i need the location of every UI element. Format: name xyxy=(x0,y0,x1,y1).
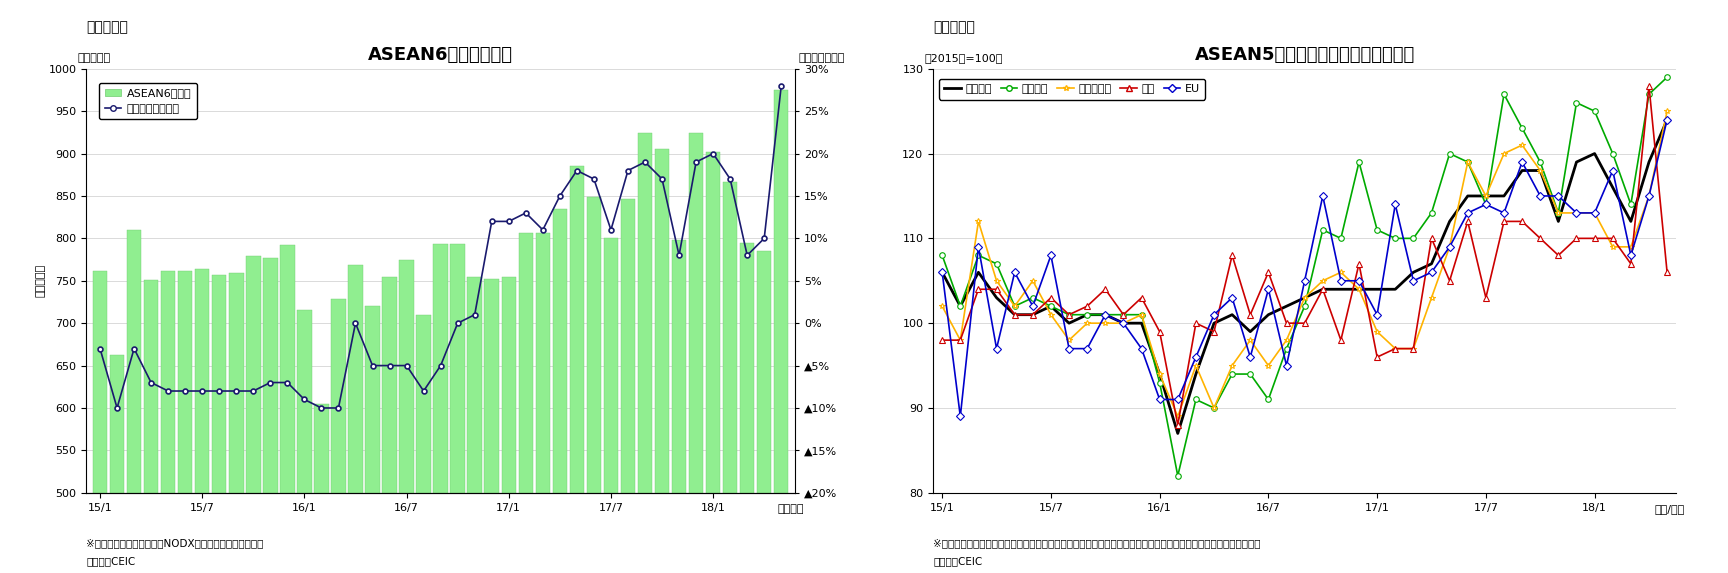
Bar xyxy=(603,238,619,573)
Bar xyxy=(774,90,788,573)
Text: （資料）CEIC: （資料）CEIC xyxy=(933,556,983,566)
Title: ASEAN5ヵ国　仕向け地別の輸出動向: ASEAN5ヵ国 仕向け地別の輸出動向 xyxy=(1194,46,1415,64)
Bar xyxy=(451,244,465,573)
Bar xyxy=(536,233,550,573)
Text: （年月）: （年月） xyxy=(778,504,804,514)
Bar xyxy=(416,315,430,573)
Bar xyxy=(349,265,363,573)
Bar xyxy=(178,270,192,573)
Bar xyxy=(263,258,278,573)
Bar xyxy=(297,309,311,573)
Text: （前年同月比）: （前年同月比） xyxy=(798,53,845,63)
Bar xyxy=(93,270,107,573)
Bar xyxy=(230,273,244,573)
Bar xyxy=(553,209,567,573)
Bar xyxy=(707,152,721,573)
Bar xyxy=(143,280,159,573)
Bar xyxy=(757,251,771,573)
Bar xyxy=(655,150,669,573)
Text: （資料）CEIC: （資料）CEIC xyxy=(86,556,137,566)
Bar xyxy=(245,256,261,573)
Bar xyxy=(570,166,584,573)
Bar xyxy=(126,230,142,573)
Bar xyxy=(365,306,380,573)
Bar xyxy=(518,233,532,573)
Text: （億ドル）: （億ドル） xyxy=(78,53,111,63)
Y-axis label: （億ドル）: （億ドル） xyxy=(36,264,47,297)
Bar xyxy=(740,242,755,573)
Bar xyxy=(161,270,175,573)
Text: （図表１）: （図表１） xyxy=(86,21,128,34)
Text: （年/月）: （年/月） xyxy=(1654,504,1685,514)
Bar xyxy=(722,182,738,573)
Bar xyxy=(672,240,686,573)
Bar xyxy=(332,299,346,573)
Bar xyxy=(399,260,413,573)
Bar xyxy=(484,279,499,573)
Bar xyxy=(213,275,226,573)
Bar xyxy=(195,269,209,573)
Text: （2015年=100）: （2015年=100） xyxy=(924,53,1002,63)
Bar xyxy=(689,133,703,573)
Bar xyxy=(588,197,601,573)
Text: ※タイ、マレーシア、シンガポール（地場輸出）、インドネシア（非石油ガス輸出）、フィリピンの輸出より算出。: ※タイ、マレーシア、シンガポール（地場輸出）、インドネシア（非石油ガス輸出）、フ… xyxy=(933,539,1261,548)
Text: （図表２）: （図表２） xyxy=(933,21,975,34)
Title: ASEAN6カ国の輸出額: ASEAN6カ国の輸出額 xyxy=(368,46,513,64)
Bar xyxy=(468,277,482,573)
Legend: 輸出全体, 東アジア, 東南アジア, 北米, EU: 輸出全体, 東アジア, 東南アジア, 北米, EU xyxy=(938,79,1206,100)
Text: ※シンガポールの輸出額はNODX（石油と再輸出除く）。: ※シンガポールの輸出額はNODX（石油と再輸出除く）。 xyxy=(86,539,264,548)
Bar xyxy=(314,404,328,573)
Bar xyxy=(501,277,517,573)
Bar xyxy=(434,244,448,573)
Bar xyxy=(382,277,397,573)
Bar xyxy=(280,245,294,573)
Bar xyxy=(638,133,651,573)
Legend: ASEAN6ヵ国計, 增加率（右目盛）: ASEAN6ヵ国計, 增加率（右目盛） xyxy=(98,83,197,119)
Bar xyxy=(111,355,124,573)
Bar xyxy=(620,198,636,573)
